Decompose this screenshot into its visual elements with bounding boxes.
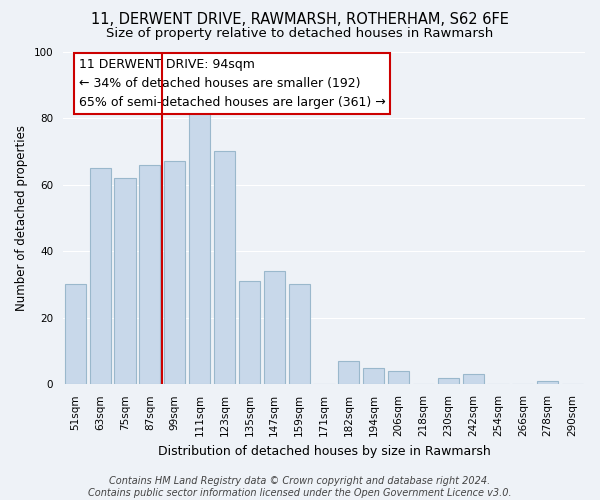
Bar — [263, 271, 285, 384]
Bar — [239, 281, 260, 384]
Text: Contains HM Land Registry data © Crown copyright and database right 2024.
Contai: Contains HM Land Registry data © Crown c… — [88, 476, 512, 498]
Bar — [388, 371, 409, 384]
Text: Size of property relative to detached houses in Rawmarsh: Size of property relative to detached ho… — [106, 28, 494, 40]
Bar — [437, 378, 459, 384]
Bar — [537, 381, 558, 384]
Text: 11, DERWENT DRIVE, RAWMARSH, ROTHERHAM, S62 6FE: 11, DERWENT DRIVE, RAWMARSH, ROTHERHAM, … — [91, 12, 509, 28]
Bar — [289, 284, 310, 384]
Bar — [338, 361, 359, 384]
Text: 11 DERWENT DRIVE: 94sqm
← 34% of detached houses are smaller (192)
65% of semi-d: 11 DERWENT DRIVE: 94sqm ← 34% of detache… — [79, 58, 385, 109]
Y-axis label: Number of detached properties: Number of detached properties — [15, 125, 28, 311]
Bar — [463, 374, 484, 384]
Bar — [189, 105, 210, 384]
X-axis label: Distribution of detached houses by size in Rawmarsh: Distribution of detached houses by size … — [158, 444, 490, 458]
Bar — [214, 152, 235, 384]
Bar — [363, 368, 384, 384]
Bar — [139, 164, 160, 384]
Bar — [164, 162, 185, 384]
Bar — [115, 178, 136, 384]
Bar — [65, 284, 86, 384]
Bar — [89, 168, 111, 384]
